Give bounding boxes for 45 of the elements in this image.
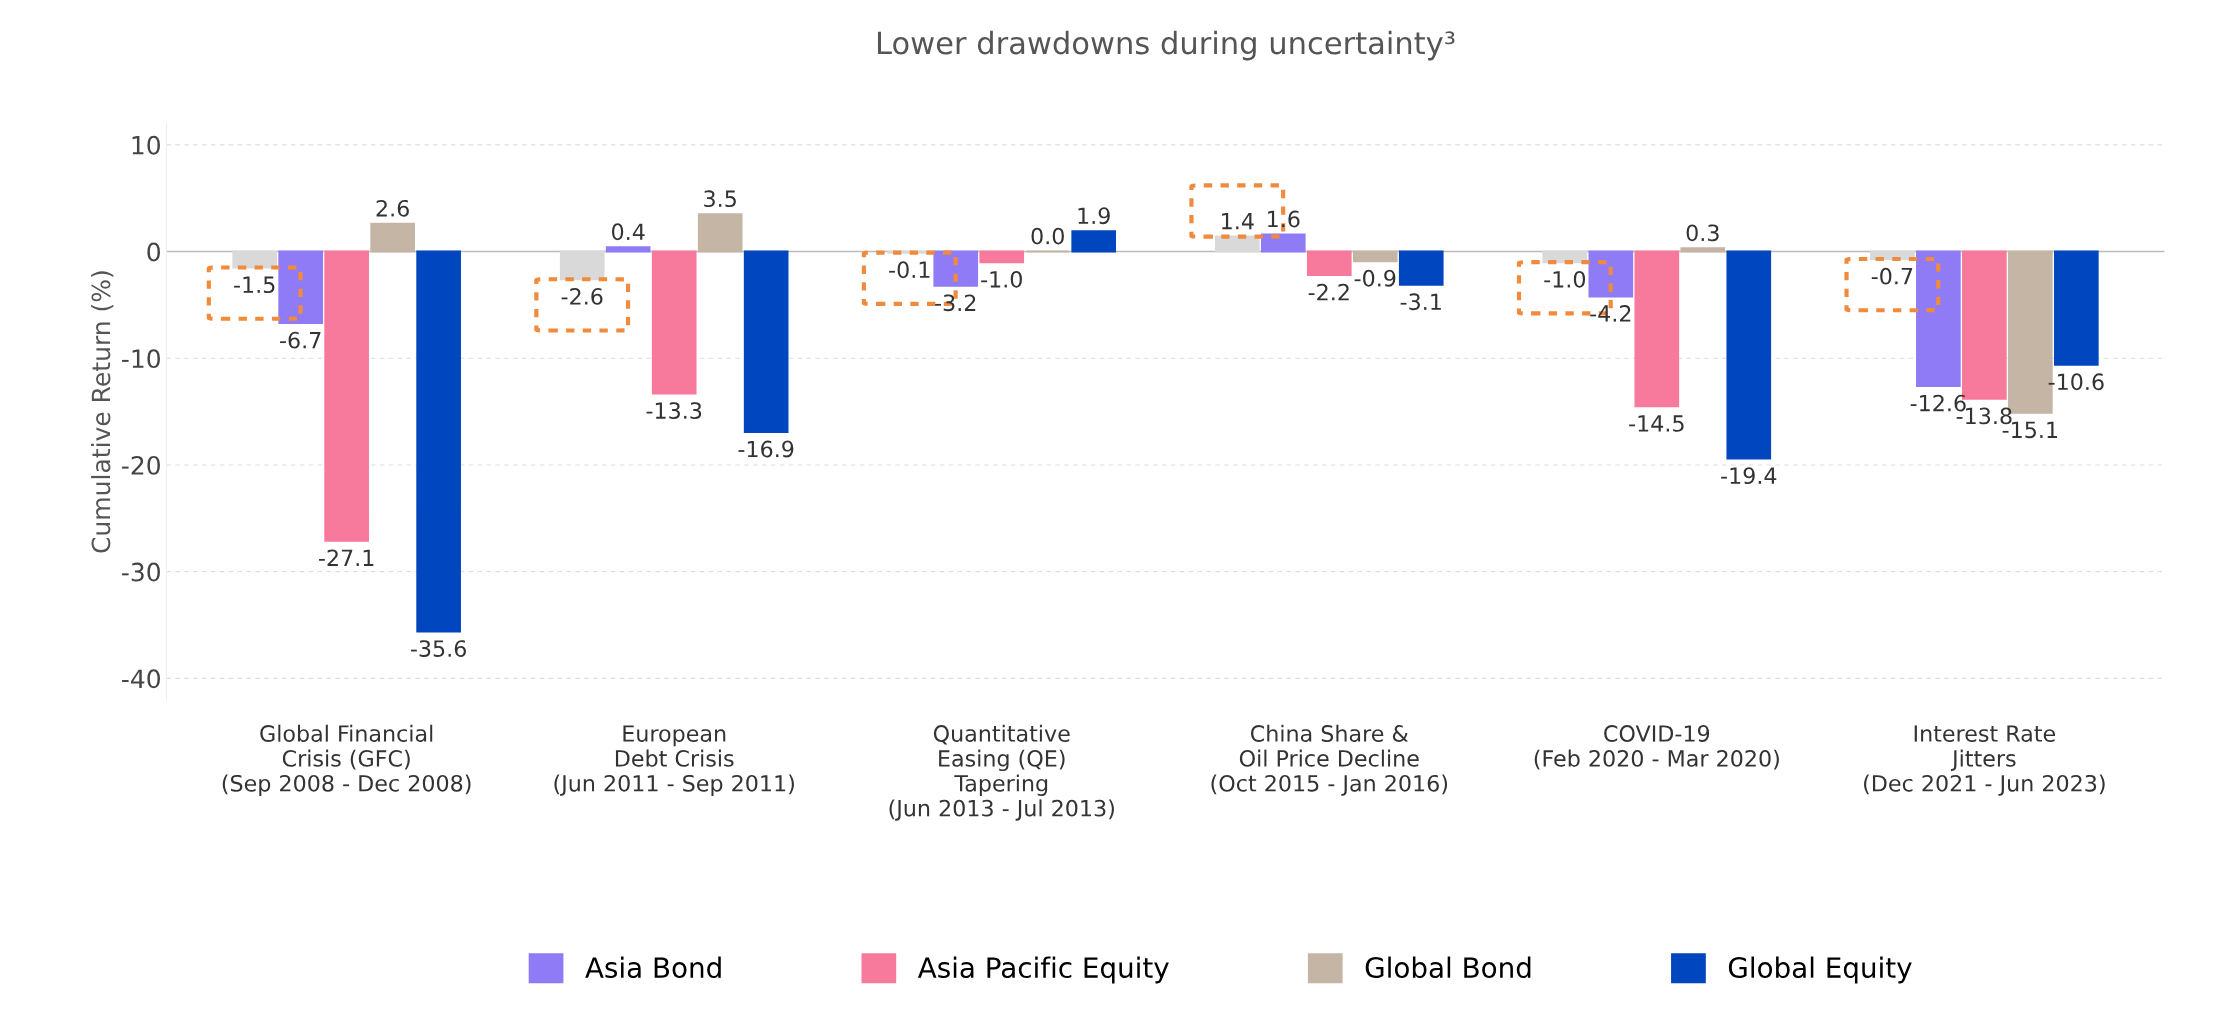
data-label: -13.3 bbox=[646, 402, 702, 419]
data-label: -2.6 bbox=[561, 288, 603, 305]
y-tick-label: -40 bbox=[122, 669, 160, 689]
data-label: -6.7 bbox=[280, 331, 321, 349]
data-label: 1.6 bbox=[1268, 210, 1300, 228]
y-tick-label: -10 bbox=[122, 349, 160, 369]
x-tick-label: European Debt Crisis (Jun 2011 - Sep 2011) bbox=[554, 725, 794, 796]
data-label: -4.2 bbox=[1590, 305, 1631, 322]
x-tick-label: Global Financial Crisis (GFC) (Sep 2008 - Dec 2008) bbox=[222, 724, 471, 796]
data-label: 3.5 bbox=[704, 190, 736, 208]
data-label: 2.6 bbox=[376, 199, 409, 217]
data-label: -0.7 bbox=[1871, 267, 1913, 285]
data-label: -19.4 bbox=[1721, 467, 1777, 485]
y-tick-label: 10 bbox=[132, 135, 160, 155]
data-label: -2.2 bbox=[1308, 283, 1349, 301]
data-label: -3.2 bbox=[935, 294, 976, 312]
data-label: -10.6 bbox=[2048, 373, 2104, 391]
data-label: -0.9 bbox=[1354, 269, 1396, 287]
x-tick-label: Interest Rate Jitters (Dec 2021 - Jun 2023) bbox=[1864, 725, 2105, 796]
chart-title: Lower drawdowns during uncertainty³ bbox=[877, 30, 1455, 61]
legend-label: Asia Pacific Equity bbox=[917, 956, 1169, 984]
x-tick-label: Quantitative Easing (QE) Tapering (Jun 2013 - Jul 2013) bbox=[889, 724, 1114, 821]
data-label: -35.6 bbox=[410, 640, 466, 657]
y-axis-title: Cumulative Return (%) bbox=[91, 271, 114, 553]
legend-label: Global Equity bbox=[1728, 956, 1912, 984]
data-label: -1.5 bbox=[234, 276, 275, 294]
data-label: -1.0 bbox=[1544, 270, 1586, 288]
data-label: -27.1 bbox=[318, 549, 374, 566]
data-label: -1.0 bbox=[981, 270, 1022, 288]
legend-label: Asia Bond bbox=[585, 956, 721, 979]
data-label: 0.3 bbox=[1686, 224, 1719, 242]
data-label: 1.4 bbox=[1222, 212, 1254, 230]
data-label: -3.1 bbox=[1400, 293, 1441, 311]
data-label: 0.0 bbox=[1031, 227, 1064, 245]
x-tick-label: China Share & Oil Price Decline (Oct 2015 - Jan 2016) bbox=[1211, 724, 1448, 796]
y-tick-label: 0 bbox=[147, 242, 160, 262]
data-label: 1.9 bbox=[1078, 207, 1110, 225]
y-tick-label: -30 bbox=[122, 562, 160, 582]
data-label: -16.9 bbox=[738, 440, 794, 458]
legend-label: Global Bond bbox=[1365, 956, 1531, 979]
data-label: -14.5 bbox=[1629, 415, 1684, 432]
data-label: 0.4 bbox=[612, 223, 645, 241]
x-tick-label: COVID-19 (Feb 2020 - Mar 2020) bbox=[1534, 725, 1779, 770]
y-tick-label: -20 bbox=[122, 455, 160, 475]
data-label: -0.1 bbox=[889, 261, 930, 279]
